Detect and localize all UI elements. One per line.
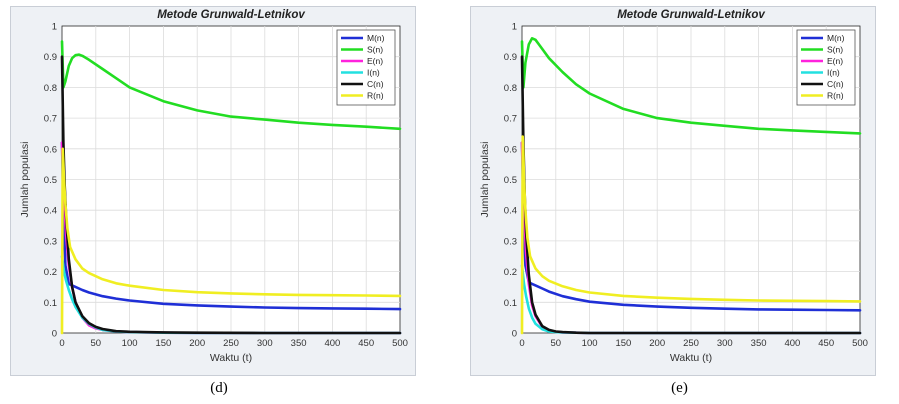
chart-title: Metode Grunwald-Letnikov bbox=[157, 9, 305, 21]
series-line-mn bbox=[60, 141, 402, 311]
y-axis-label: Jumlah populasi bbox=[479, 142, 491, 218]
x-tick-label: 350 bbox=[751, 338, 767, 349]
y-tick-label: 0.1 bbox=[504, 298, 517, 309]
y-tick-label: 0 bbox=[52, 329, 57, 340]
y-tick-label: 0.3 bbox=[504, 236, 517, 247]
x-tick-label: 350 bbox=[291, 338, 307, 349]
legend-label: C(n) bbox=[827, 79, 844, 89]
y-tick-label: 1 bbox=[52, 22, 57, 33]
y-tick-label: 0.5 bbox=[44, 175, 57, 186]
legend-label: S(n) bbox=[827, 45, 843, 55]
y-tick-label: 0.7 bbox=[504, 114, 517, 125]
x-tick-label: 450 bbox=[358, 338, 374, 349]
legend-label: E(n) bbox=[367, 56, 383, 66]
x-tick-label: 150 bbox=[615, 338, 631, 349]
y-tick-label: 0.8 bbox=[504, 83, 517, 94]
y-tick-label: 0.5 bbox=[504, 175, 517, 186]
x-tick-label: 0 bbox=[59, 338, 64, 349]
y-tick-label: 0.7 bbox=[44, 114, 57, 125]
x-axis-label: Waktu (t) bbox=[670, 352, 712, 364]
chart-panel-e: 0 50 100 150 200 250 300 350 400 450 500 0 0.1 0.2 0.3… bbox=[460, 0, 899, 404]
y-tick-label: 0.2 bbox=[504, 267, 517, 278]
y-tick-label: 0.6 bbox=[504, 144, 517, 155]
legend-label: C(n) bbox=[367, 79, 384, 89]
x-tick-label: 400 bbox=[784, 338, 800, 349]
x-tick-label: 50 bbox=[91, 338, 102, 349]
legend-label: I(n) bbox=[827, 68, 840, 78]
x-tick-label: 200 bbox=[189, 338, 205, 349]
x-tick-label: 50 bbox=[551, 338, 562, 349]
y-tick-label: 0.1 bbox=[44, 298, 57, 309]
chart-title: Metode Grunwald-Letnikov bbox=[617, 9, 765, 21]
series-line-sn bbox=[520, 36, 862, 135]
legend-label: E(n) bbox=[827, 56, 843, 66]
y-tick-label: 1 bbox=[512, 22, 517, 33]
x-tick-label: 0 bbox=[519, 338, 524, 349]
x-tick-label: 300 bbox=[257, 338, 273, 349]
legend-label: M(n) bbox=[827, 33, 845, 43]
y-axis-label: Jumlah populasi bbox=[19, 142, 31, 218]
series-line-rn bbox=[520, 135, 862, 335]
y-tick-label: 0.4 bbox=[44, 206, 57, 217]
legend-label: M(n) bbox=[367, 33, 385, 43]
legend-label: I(n) bbox=[367, 68, 380, 78]
y-tick-label: 0.2 bbox=[44, 267, 57, 278]
x-tick-label: 100 bbox=[122, 338, 138, 349]
x-tick-label: 400 bbox=[324, 338, 340, 349]
x-tick-label: 500 bbox=[392, 338, 408, 349]
legend-label: R(n) bbox=[827, 91, 844, 101]
chart-d: 0 50 100 150 200 250 300 350 400 450 500 0 0.1 0.2 0.3… bbox=[19, 9, 408, 364]
legend-label: R(n) bbox=[367, 91, 384, 101]
x-tick-label: 100 bbox=[582, 338, 598, 349]
x-tick-label: 300 bbox=[717, 338, 733, 349]
y-tick-label: 0.9 bbox=[44, 52, 57, 63]
series-line-rn bbox=[60, 147, 402, 335]
series-line-sn bbox=[60, 40, 402, 131]
legend-label: S(n) bbox=[367, 45, 383, 55]
x-axis-label: Waktu (t) bbox=[210, 352, 252, 364]
y-tick-label: 0.4 bbox=[504, 206, 517, 217]
legend-box bbox=[336, 29, 396, 106]
x-tick-label: 450 bbox=[818, 338, 834, 349]
x-tick-label: 150 bbox=[155, 338, 171, 349]
legend-box bbox=[796, 29, 856, 106]
y-tick-label: 0.6 bbox=[44, 144, 57, 155]
x-tick-label: 250 bbox=[223, 338, 239, 349]
x-tick-label: 500 bbox=[852, 338, 868, 349]
chart-panel-d: 0 50 100 150 200 250 300 350 400 450 500 0 0.1 0.2 0.3… bbox=[0, 0, 438, 404]
y-tick-label: 0.9 bbox=[504, 52, 517, 63]
caption-e: (e) bbox=[671, 380, 688, 396]
y-tick-label: 0.3 bbox=[44, 236, 57, 247]
y-tick-label: 0 bbox=[512, 329, 517, 340]
caption-d: (d) bbox=[210, 380, 228, 396]
x-tick-label: 200 bbox=[649, 338, 665, 349]
x-tick-label: 250 bbox=[683, 338, 699, 349]
chart-e: 0 50 100 150 200 250 300 350 400 450 500 0 0.1 0.2 0.3… bbox=[479, 9, 868, 364]
y-tick-label: 0.8 bbox=[44, 83, 57, 94]
